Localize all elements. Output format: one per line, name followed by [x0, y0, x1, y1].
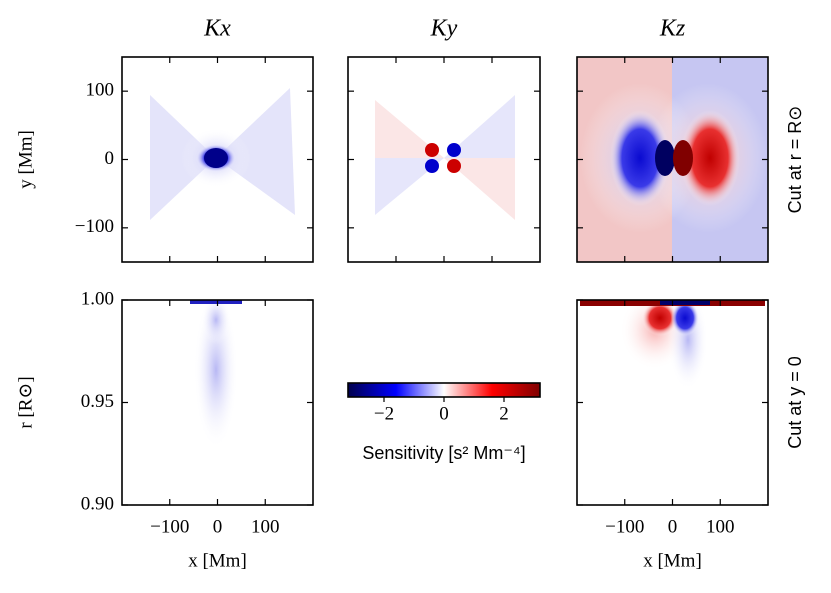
x-axis-label: x [Mm]: [188, 550, 247, 571]
x-tick-label: 100: [251, 516, 280, 537]
heatmap-image: [150, 88, 295, 220]
x-tick-label: 0: [668, 516, 678, 537]
heatmap-image: [190, 300, 242, 450]
heatmap-image: [577, 57, 768, 262]
x-tick-label: 0: [213, 516, 223, 537]
x-axis-label: x [Mm]: [643, 550, 702, 571]
y-tick-label: 0.90: [81, 493, 114, 514]
tick-label: 2: [499, 403, 509, 424]
tick-label: −2: [374, 403, 394, 424]
panel-title: Ky: [430, 16, 458, 42]
colorbar-label: Sensitivity [s² Mm⁻⁴]: [362, 443, 525, 463]
heatmap-image: [580, 300, 765, 390]
colorbar-gradient: [348, 383, 540, 397]
tick-label: 0: [439, 403, 449, 424]
row-label: Cut at y = 0: [785, 356, 805, 449]
y-tick-label: 1.00: [81, 288, 114, 309]
y-tick-label: 0: [105, 148, 115, 169]
x-tick-label: −100: [150, 516, 189, 537]
y-tick-label: 100: [86, 80, 115, 101]
x-tick-label: 100: [706, 516, 735, 537]
y-axis-label: y [Mm]: [15, 130, 36, 189]
panel-title: Kz: [659, 16, 686, 42]
y-tick-label: −100: [75, 216, 114, 237]
panel-title: Kx: [203, 16, 231, 42]
heatmap-image: [375, 95, 515, 220]
row-label: Cut at r = R⊙: [785, 106, 805, 214]
y-axis-label: r [R⊙]: [15, 376, 36, 428]
y-tick-label: 0.95: [81, 391, 114, 412]
x-tick-label: −100: [605, 516, 644, 537]
